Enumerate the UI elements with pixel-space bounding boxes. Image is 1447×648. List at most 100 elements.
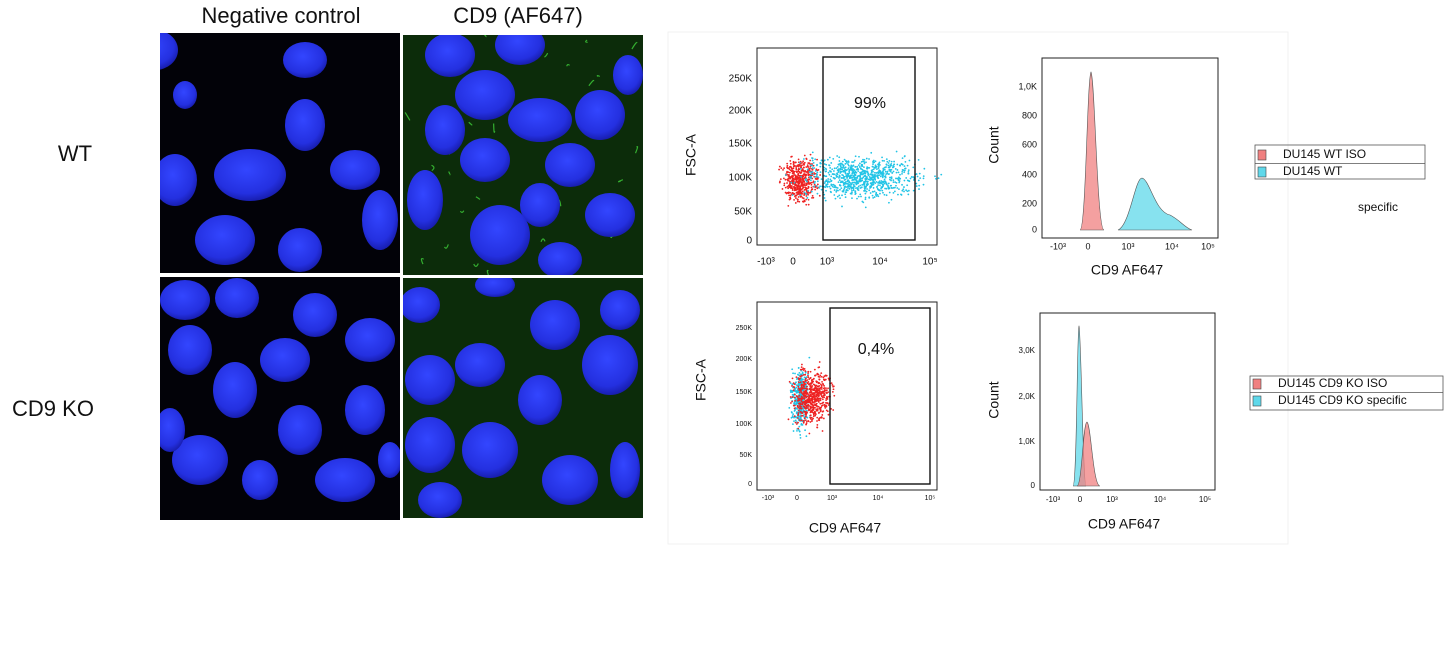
event-dot [854,192,857,195]
nucleus [330,150,380,190]
y-tick-label: 0 [1031,481,1036,490]
event-dot [802,160,805,163]
event-dot [906,164,909,167]
event-dot [827,387,829,390]
event-dot [805,158,808,160]
event-dot [901,189,904,192]
event-dot [888,159,891,162]
event-dot [819,174,822,176]
event-dot [796,188,798,191]
event-dot [791,423,794,425]
event-dot [872,196,875,199]
event-dot [843,186,846,188]
event-dot [851,186,854,189]
event-dot [897,193,899,196]
legend-label: DU145 CD9 KO ISO [1278,376,1387,390]
nucleus [378,442,400,478]
membrane-signal [588,79,595,87]
nucleus [168,325,212,375]
nucleus [345,318,395,362]
event-dot [790,187,793,189]
event-dot [798,378,800,381]
event-dot [858,166,861,168]
event-dot [840,162,843,165]
event-dot [814,391,817,394]
nucleus [285,99,325,151]
event-dot [862,183,864,186]
event-dot [806,411,808,414]
event-dot [851,197,853,200]
event-dot [804,395,807,398]
membrane-signal [596,74,601,77]
event-dot [881,176,884,179]
event-dot [786,173,789,176]
event-dot [895,177,897,180]
event-dot [822,378,825,381]
event-dot [892,181,895,184]
event-dot [852,169,854,172]
event-dot [907,170,910,173]
event-dot [817,407,819,410]
event-dot [813,172,815,174]
event-dot [805,195,808,197]
event-dot [843,183,846,186]
event-dot [795,168,798,171]
event-dot [823,390,825,393]
event-dot [797,429,800,431]
event-dot [788,171,791,174]
event-dot [883,193,886,196]
event-dot [851,189,853,192]
event-dot [907,189,910,192]
event-dot [798,430,801,433]
event-dot [870,182,873,185]
event-dot [829,167,832,169]
event-dot [829,187,832,190]
axis-label: CD9 AF647 [1091,262,1164,278]
event-dot [813,182,816,184]
event-dot [868,189,871,192]
event-dot [857,195,860,198]
event-dot [895,171,898,174]
nucleus [600,290,640,330]
event-dot [876,193,879,196]
event-dot [786,185,789,188]
event-dot [866,177,869,180]
event-dot [813,183,816,186]
event-dot [828,181,831,183]
event-dot [915,173,918,175]
event-dot [811,157,814,160]
nucleus [425,35,475,77]
event-dot [903,169,906,172]
event-dot [838,169,840,172]
event-dot [822,376,825,379]
event-dot [891,187,893,189]
event-dot [849,166,852,168]
image-panel [403,278,643,518]
event-dot [808,432,811,435]
event-dot [797,377,800,380]
event-dot [815,408,818,411]
event-dot [844,168,847,171]
event-dot [803,191,806,194]
x-tick-label: 0 [795,495,799,502]
event-dot [791,385,793,387]
event-dot [794,195,796,198]
event-dot [847,174,850,176]
event-dot [830,179,833,182]
event-dot [800,411,803,414]
event-dot [903,155,906,158]
membrane-signal [431,164,435,172]
event-dot [802,373,805,376]
event-dot [802,197,805,200]
membrane-signal [540,238,546,243]
nucleus [545,143,595,187]
event-dot [855,187,857,190]
event-dot [907,169,910,172]
event-dot [825,389,827,392]
event-dot [847,167,850,170]
event-dot [804,373,807,376]
event-dot [816,187,819,190]
membrane-signal [634,145,639,154]
event-dot [881,173,884,176]
event-dot [795,376,798,379]
